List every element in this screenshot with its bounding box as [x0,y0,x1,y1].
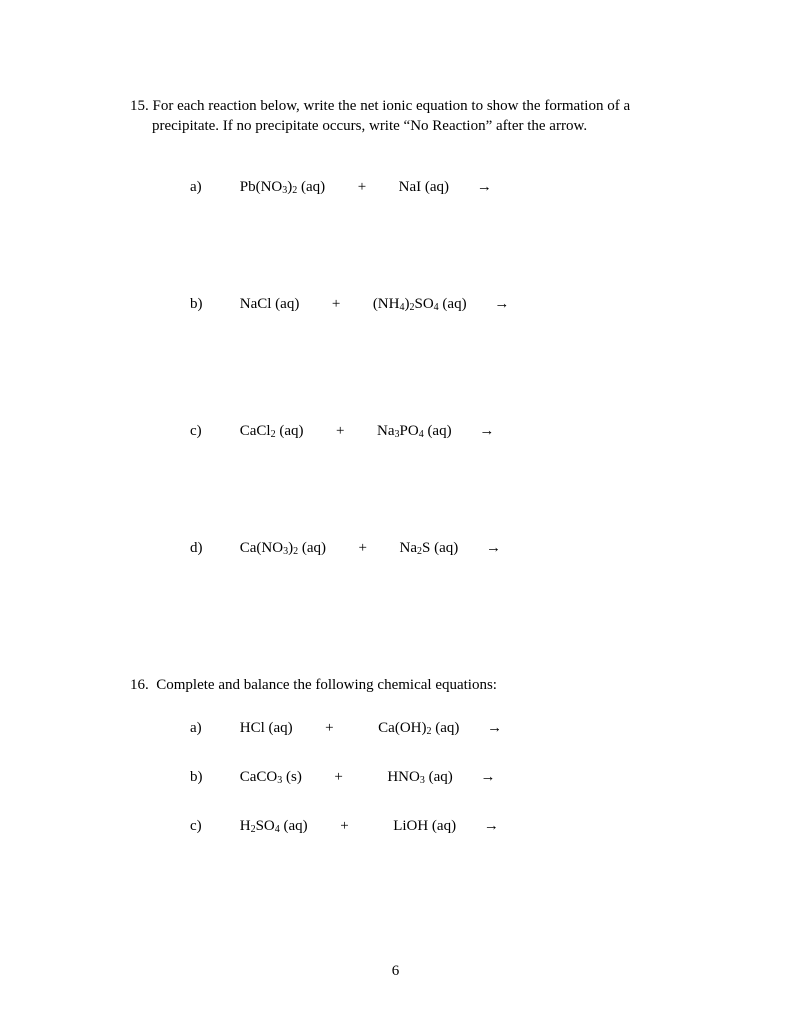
reactant-2: Ca(OH)2 (aq) [378,720,459,736]
arrow: → [477,179,492,195]
q16-prompt: 16. Complete and balance the following c… [130,677,681,694]
reactant-1: CaCl2 (aq) [240,423,304,439]
reactant-1: Pb(NO3)2 (aq) [240,179,325,195]
reactant-2: (NH4)2SO4 (aq) [373,296,467,312]
plus-sign: + [327,296,345,313]
q15-number: 15. [130,98,149,114]
plus-sign: + [354,540,372,557]
worksheet-page: 15. For each reaction below, write the n… [0,0,791,1024]
q16-item-a: a) HCl (aq) + Ca(OH)2 (aq) → [190,720,681,737]
q15-item-d: d) Ca(NO3)2 (aq) + Na2S (aq) → [190,540,681,557]
item-label: d) [190,540,236,557]
q16-item-c: c) H2SO4 (aq) + LiOH (aq) → [190,818,681,835]
q15-line1: For each reaction below, write the net i… [153,98,631,114]
item-label: a) [190,720,236,737]
reactant-2: Na2S (aq) [399,540,458,556]
arrow: → [494,296,509,312]
arrow: → [484,818,499,834]
plus-sign: + [320,720,338,737]
reactant-1: CaCO3 (s) [240,769,302,785]
q16-item-b: b) CaCO3 (s) + HNO3 (aq) → [190,769,681,786]
plus-sign: + [331,423,349,440]
page-number: 6 [0,963,791,980]
item-label: c) [190,423,236,440]
arrow: → [487,720,502,736]
q15-line2: precipitate. If no precipitate occurs, w… [152,118,587,134]
q15-item-a: a) Pb(NO3)2 (aq) + NaI (aq) → [190,179,681,196]
reactant-2: NaI (aq) [399,179,449,195]
plus-sign: + [330,769,348,786]
reactant-2: HNO3 (aq) [387,769,452,785]
plus-sign: + [353,179,371,196]
item-label: b) [190,296,236,313]
arrow: → [480,769,495,785]
item-label: b) [190,769,236,786]
q16-text: Complete and balance the following chemi… [156,677,497,693]
plus-sign: + [335,818,353,835]
reactant-2: LiOH (aq) [393,818,456,834]
q16-number: 16. [130,677,149,693]
item-label: c) [190,818,236,835]
arrow: → [486,540,501,556]
arrow: → [479,423,494,439]
reactant-1: Ca(NO3)2 (aq) [240,540,326,556]
q15-item-b: b) NaCl (aq) + (NH4)2SO4 (aq) → [190,296,681,313]
reactant-1: HCl (aq) [240,720,293,736]
reactant-1: NaCl (aq) [240,296,300,312]
q15-prompt: 15. For each reaction below, write the n… [130,96,681,137]
item-label: a) [190,179,236,196]
reactant-1: H2SO4 (aq) [240,818,308,834]
reactant-2: Na3PO4 (aq) [377,423,452,439]
q15-item-c: c) CaCl2 (aq) + Na3PO4 (aq) → [190,423,681,440]
